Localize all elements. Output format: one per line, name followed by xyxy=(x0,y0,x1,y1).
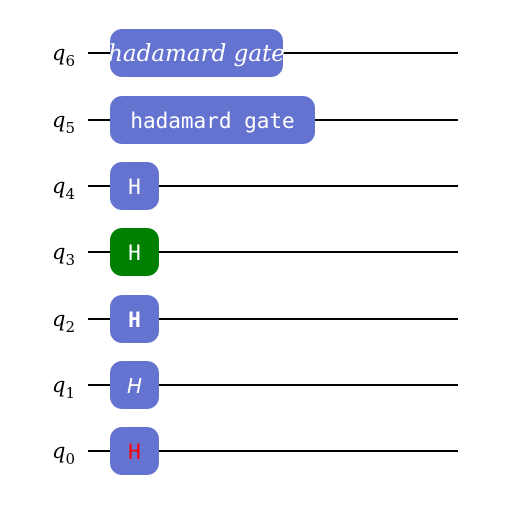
qubit-label: q6 xyxy=(52,41,75,70)
hadamard-gate-box xyxy=(110,162,159,210)
gate-label: H xyxy=(128,241,141,265)
qubit-row-4: q4 H xyxy=(52,162,458,210)
hadamard-gate-box xyxy=(110,427,159,475)
hadamard-gate-box xyxy=(110,361,159,409)
qubit-row-0: q0 H xyxy=(52,427,458,475)
qubit-label: q4 xyxy=(52,174,75,203)
hadamard-gate-box xyxy=(110,295,159,343)
qubit-row-1: q1 H xyxy=(52,361,458,409)
hadamard-gate-box xyxy=(110,29,283,77)
qubit-row-6: q6 hadamard gate xyxy=(52,29,458,77)
qubit-row-2: q2 H xyxy=(52,295,458,343)
qubit-label: q5 xyxy=(52,108,75,137)
qubit-label: q2 xyxy=(52,307,75,336)
qubit-label: q1 xyxy=(52,373,75,402)
gate-label: hadamard gate xyxy=(130,109,294,133)
gate-label: H xyxy=(128,175,141,199)
qubit-label: q3 xyxy=(52,240,75,269)
hadamard-gate-box xyxy=(110,228,159,276)
gate-label: hadamard gate xyxy=(108,41,285,67)
gate-label: H xyxy=(127,374,142,398)
hadamard-gate-box xyxy=(110,96,315,144)
qubit-label: q0 xyxy=(52,439,75,468)
gate-label: H xyxy=(128,308,141,332)
gate-label: H xyxy=(128,440,141,464)
qubit-row-5: q5 hadamard gate xyxy=(52,96,458,144)
qubit-row-3: q3 H xyxy=(52,228,458,276)
